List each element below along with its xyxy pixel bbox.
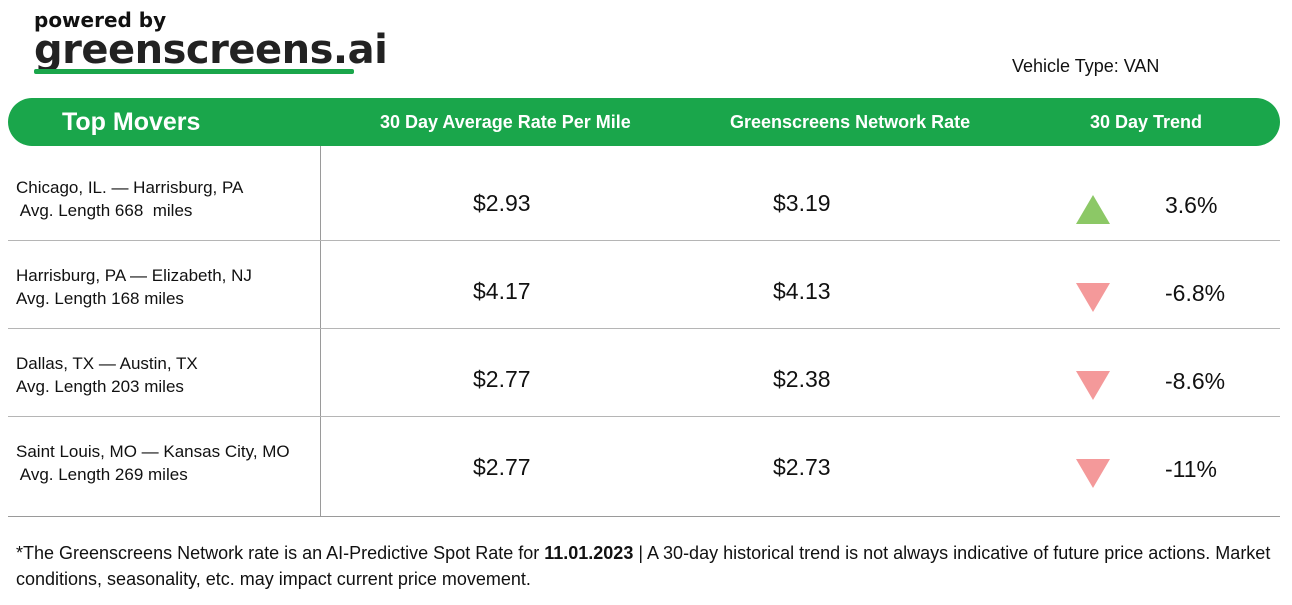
lane-length: Avg. Length 203 miles — [16, 377, 184, 396]
header-network-rate: Greenscreens Network Rate — [730, 112, 971, 132]
lane-cell: Harrisburg, PA — Elizabeth, NJ Avg. Leng… — [16, 264, 252, 310]
vehicle-type: Vehicle Type: VAN — [1012, 56, 1160, 76]
footnote-date: 11.01.2023 — [544, 543, 634, 563]
powered-by-label: powered by — [34, 8, 167, 32]
avg-rate-value: $4.17 — [473, 278, 531, 304]
trend-down-icon — [1076, 459, 1110, 488]
lane-length: Avg. Length 269 miles — [16, 465, 188, 484]
lane-cell: Chicago, IL. — Harrisburg, PA Avg. Lengt… — [16, 176, 243, 222]
network-rate-value: $2.38 — [773, 366, 831, 392]
table-row: Saint Louis, MO — Kansas City, MO Avg. L… — [8, 416, 1280, 504]
footnote-suffix: | A 30-day historical trend is not alway… — [16, 543, 1271, 589]
column-divider — [320, 146, 321, 516]
table-header: Top Movers 30 Day Average Rate Per Mile … — [8, 98, 1280, 146]
avg-rate-value: $2.77 — [473, 366, 531, 392]
table-row: Dallas, TX — Austin, TX Avg. Length 203 … — [8, 328, 1280, 417]
avg-rate-value: $2.93 — [473, 190, 531, 216]
footnote: *The Greenscreens Network rate is an AI-… — [16, 540, 1276, 592]
trend-value: -6.8% — [1165, 280, 1226, 306]
brand-underline — [34, 69, 354, 74]
lane-length: Avg. Length 168 miles — [16, 289, 184, 308]
trend-down-icon — [1076, 371, 1110, 400]
lane-length: Avg. Length 668 miles — [16, 201, 193, 220]
trend-value: -11% — [1165, 456, 1217, 482]
table-row: Harrisburg, PA — Elizabeth, NJ Avg. Leng… — [8, 240, 1280, 329]
table-bottom-rule — [8, 516, 1280, 517]
trend-down-icon — [1076, 283, 1110, 312]
network-rate-value: $2.73 — [773, 454, 831, 480]
brand-logo: powered by greenscreens.ai — [34, 8, 388, 74]
lane-cell: Saint Louis, MO — Kansas City, MO Avg. L… — [16, 440, 290, 486]
brand-name: greenscreens.ai — [34, 27, 388, 73]
table-row: Chicago, IL. — Harrisburg, PA Avg. Lengt… — [8, 152, 1280, 241]
lane-name: Chicago, IL. — Harrisburg, PA — [16, 178, 244, 197]
trend-value: -8.6% — [1165, 368, 1226, 394]
lane-cell: Dallas, TX — Austin, TX Avg. Length 203 … — [16, 352, 198, 398]
network-rate-value: $4.13 — [773, 278, 831, 304]
trend-value: 3.6% — [1165, 192, 1218, 218]
header-top-movers: Top Movers — [62, 108, 201, 136]
lane-name: Dallas, TX — Austin, TX — [16, 354, 198, 373]
header-trend: 30 Day Trend — [1090, 112, 1203, 132]
lane-name: Harrisburg, PA — Elizabeth, NJ — [16, 266, 252, 285]
trend-up-icon — [1076, 195, 1110, 224]
header-avg-rate: 30 Day Average Rate Per Mile — [380, 112, 631, 132]
avg-rate-value: $2.77 — [473, 454, 531, 480]
lane-name: Saint Louis, MO — Kansas City, MO — [16, 442, 290, 461]
network-rate-value: $3.19 — [773, 190, 831, 216]
footnote-prefix: *The Greenscreens Network rate is an AI-… — [16, 543, 545, 563]
